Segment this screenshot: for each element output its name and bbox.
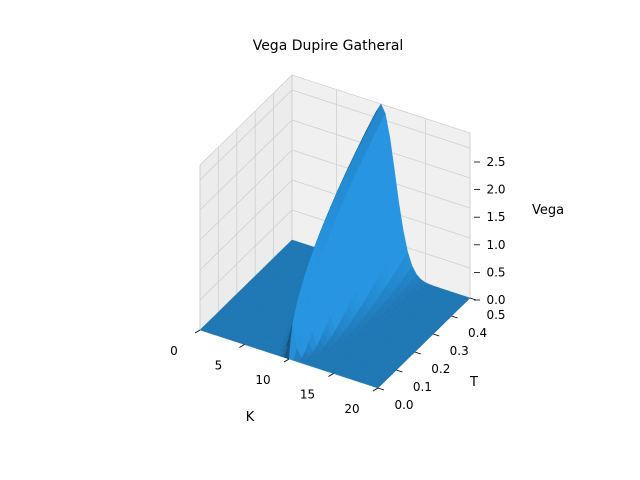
y-axis-label: T xyxy=(469,375,478,390)
y-tick-label: 0.0 xyxy=(394,398,413,412)
y-tick-mark xyxy=(415,352,421,354)
y-tick-label: 0.1 xyxy=(413,380,432,394)
z-tick-label: 0.5 xyxy=(486,265,505,279)
z-axis-label: Vega xyxy=(532,203,564,218)
z-tick-label: 0.0 xyxy=(486,293,505,307)
chart-title: Vega Dupire Gatheral xyxy=(253,38,404,54)
x-tick-label: 15 xyxy=(300,388,315,402)
x-tick-mark xyxy=(373,388,378,391)
y-tick-label: 0.2 xyxy=(431,362,450,376)
y-tick-mark xyxy=(378,388,384,390)
x-tick-label: 0 xyxy=(170,344,178,358)
x-tick-label: 5 xyxy=(215,359,223,373)
x-tick-mark xyxy=(195,330,200,333)
y-tick-mark xyxy=(433,334,439,336)
x-tick-label: 20 xyxy=(344,402,359,416)
y-tick-label: 0.3 xyxy=(450,344,469,358)
x-tick-label: 10 xyxy=(255,373,270,387)
z-tick-label: 1.0 xyxy=(486,238,505,252)
z-tick-label: 2.0 xyxy=(486,183,505,197)
y-tick-mark xyxy=(452,316,458,318)
y-tick-label: 0.4 xyxy=(468,326,487,340)
z-tick-label: 2.5 xyxy=(486,155,505,169)
x-tick-mark xyxy=(329,374,334,377)
x-tick-mark xyxy=(284,359,289,362)
z-tick-label: 1.5 xyxy=(486,210,505,224)
y-tick-mark xyxy=(396,370,402,372)
x-axis-label: K xyxy=(246,410,255,425)
x-tick-mark xyxy=(240,345,245,348)
y-tick-label: 0.5 xyxy=(486,308,505,322)
